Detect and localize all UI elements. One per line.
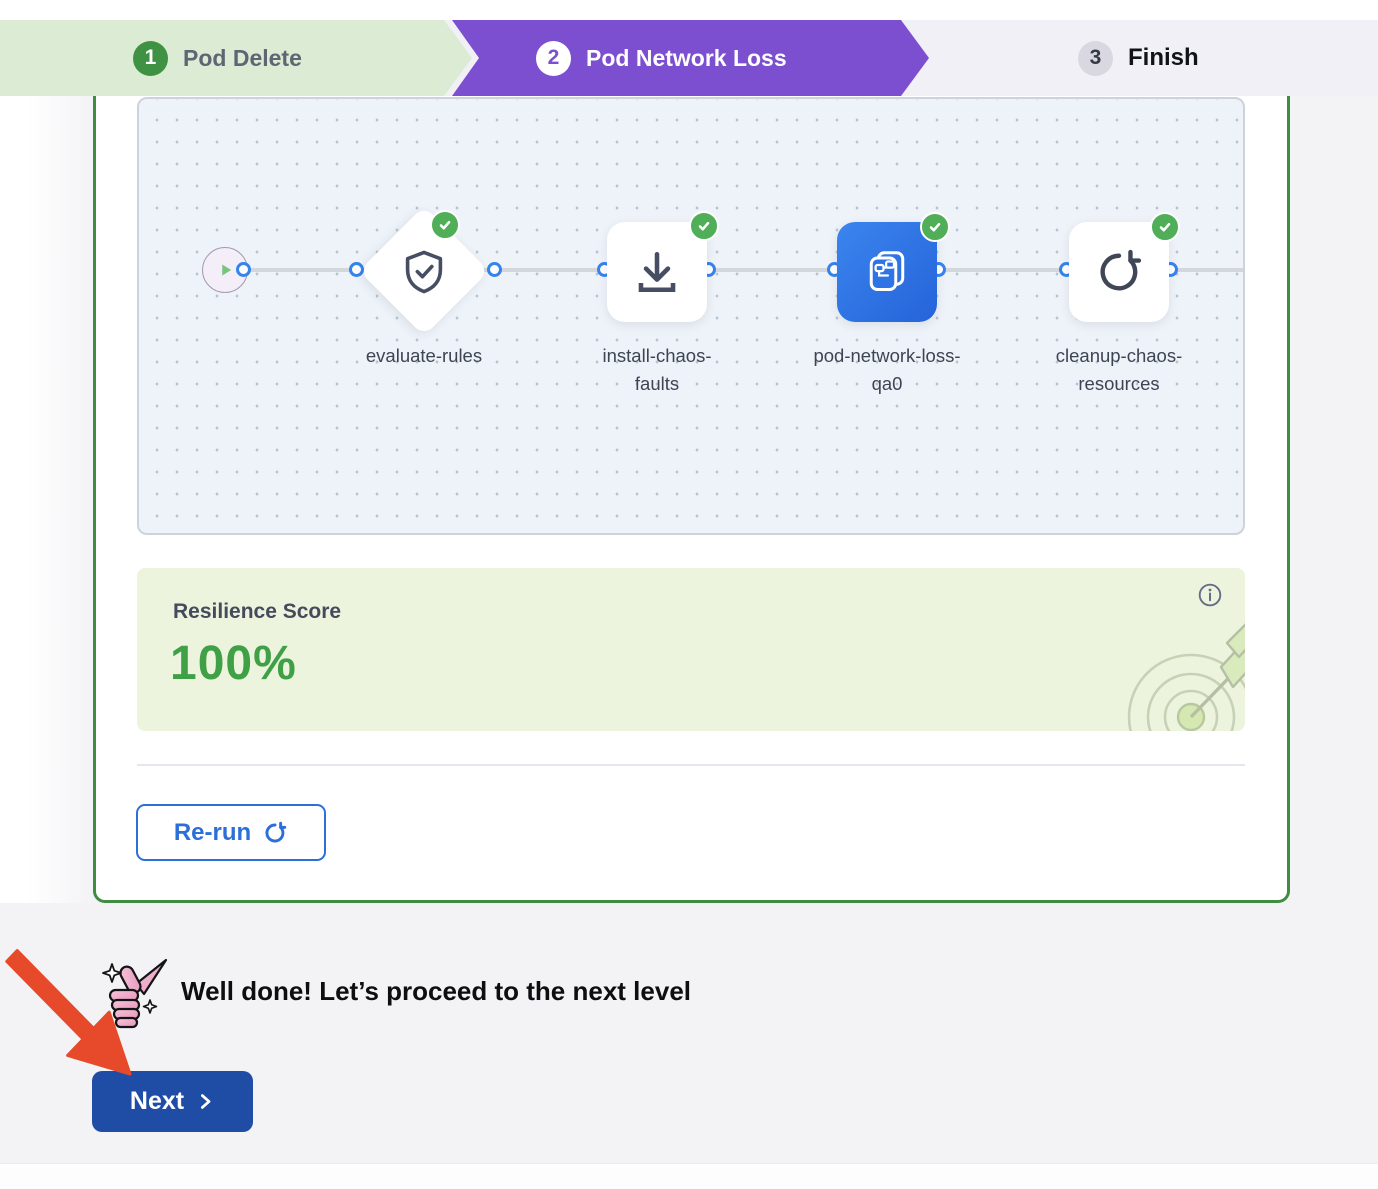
chaos-experiment-icon <box>869 251 905 291</box>
congrats-message: Well done! Let’s proceed to the next lev… <box>181 976 691 1006</box>
thumbs-up-emoji <box>102 958 168 1029</box>
step-segment-pod-delete <box>0 20 472 96</box>
node-label: pod-network-loss-qa0 <box>813 345 961 394</box>
node-install-chaos-faults[interactable] <box>607 222 707 322</box>
step-finish[interactable]: 3 Finish <box>1078 20 1199 96</box>
bottom-strip <box>0 1163 1378 1189</box>
success-badge <box>430 210 460 240</box>
connector-port <box>236 262 251 277</box>
node-pod-network-loss-qa0[interactable] <box>837 222 937 322</box>
step-number-badge: 1 <box>133 40 168 76</box>
next-label: Next <box>129 1087 185 1115</box>
chevron-right-icon <box>201 1094 211 1109</box>
node-label: install-chaos-faults <box>602 345 712 394</box>
step-label: Finish <box>1128 44 1199 71</box>
sparkle-icon <box>142 999 158 1014</box>
step-segment-pod-network-loss <box>452 20 929 96</box>
score-title: Resilience Score <box>173 600 342 623</box>
wizard-stepper: 1 Pod Delete 2 Pod Network Loss 3 Finish <box>0 20 1378 96</box>
success-badge <box>920 212 950 242</box>
connector-port <box>349 262 364 277</box>
rerun-button[interactable]: Re-run <box>136 804 326 861</box>
section-divider <box>137 764 1245 766</box>
left-gutter <box>0 96 93 903</box>
score-value: 100% <box>170 637 297 690</box>
check-icon <box>1159 222 1171 232</box>
resilience-score-card: Resilience Score 100% <box>137 568 1245 731</box>
node-label: evaluate-rules <box>365 345 483 366</box>
step-number-badge: 3 <box>1078 40 1113 76</box>
check-icon <box>698 221 710 231</box>
step-pod-network-loss[interactable]: 2 Pod Network Loss <box>536 20 787 96</box>
next-button[interactable]: Next <box>92 1071 253 1132</box>
rerun-label: Re-run <box>173 818 252 846</box>
step-label: Pod Network Loss <box>586 44 787 71</box>
step-label: Pod Delete <box>183 44 302 71</box>
step-pod-delete[interactable]: 1 Pod Delete <box>133 20 302 96</box>
top-strip <box>0 0 1378 20</box>
rerun-refresh-icon <box>265 821 287 842</box>
info-icon[interactable] <box>1197 582 1223 608</box>
success-badge <box>689 211 719 241</box>
pipeline-canvas[interactable]: evaluate-rules install-chaos-faults <box>137 97 1245 535</box>
sparkle-icon <box>102 963 122 983</box>
target-dart-illustration <box>1127 623 1245 731</box>
shield-check-icon <box>405 250 443 294</box>
success-badge <box>1150 212 1180 242</box>
check-icon <box>929 222 941 232</box>
node-label: cleanup-chaos-resources <box>1055 345 1183 394</box>
play-icon <box>222 264 232 276</box>
refresh-icon <box>1100 249 1142 291</box>
connector-port <box>487 262 502 277</box>
node-cleanup-chaos-resources[interactable] <box>1069 222 1169 322</box>
step-number-badge: 2 <box>536 40 571 76</box>
check-icon <box>439 220 451 230</box>
connector-line <box>244 268 1243 272</box>
download-icon <box>638 252 676 292</box>
